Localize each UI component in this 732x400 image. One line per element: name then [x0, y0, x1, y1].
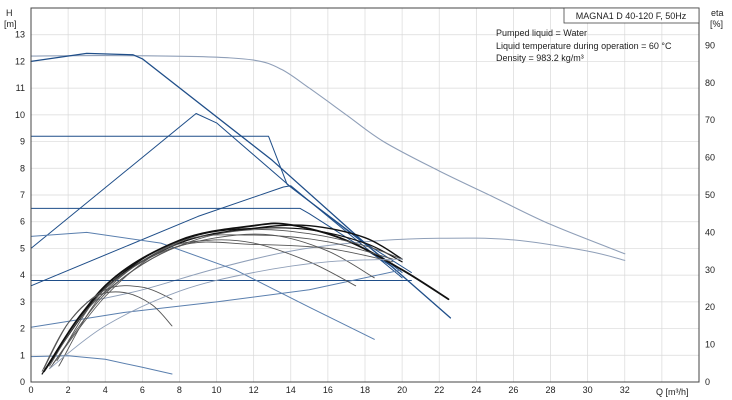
x-tick-label: 24 — [471, 385, 481, 395]
series-line-p1 — [49, 239, 357, 370]
y-right-tick-label: 80 — [705, 78, 715, 88]
x-tick-label: 6 — [140, 385, 145, 395]
y-left-tick-label: 12 — [15, 56, 25, 66]
y-right-tick-label: 90 — [705, 40, 715, 50]
series-line-p1 — [58, 234, 394, 367]
y-left-tick-label: 2 — [20, 324, 25, 334]
y-left-tick-label: 11 — [16, 83, 25, 93]
y-left-label-unit: [m] — [4, 19, 17, 29]
series-line-p1 — [56, 241, 394, 362]
annotation-pumped-liquid: Pumped liquid = Water — [496, 28, 587, 38]
x-tick-label: 28 — [546, 385, 556, 395]
y-right-tick-label: 30 — [705, 265, 715, 275]
y-left-tick-label: 3 — [20, 297, 25, 307]
x-tick-label: 26 — [508, 385, 518, 395]
plot-frame — [30, 7, 700, 383]
x-tick-label: 30 — [583, 385, 593, 395]
series-line-p1-light — [49, 258, 403, 370]
series-line-h-curve — [30, 135, 403, 273]
x-axis-label: Q [m³/h] — [656, 387, 689, 397]
x-tick-label: 12 — [249, 385, 259, 395]
series-line-p1 — [52, 233, 375, 364]
y-right-label-eta: eta — [711, 8, 724, 18]
y-left-label-h: H — [6, 8, 13, 18]
x-tick-label: 22 — [434, 385, 444, 395]
y-right-tick-label: 20 — [705, 302, 715, 312]
x-tick-label: 10 — [212, 385, 222, 395]
x-tick-label: 16 — [323, 385, 333, 395]
series-layer — [30, 52, 626, 375]
series-line-h-curve — [30, 207, 394, 268]
y-right-tick-label: 40 — [705, 227, 715, 237]
series-line-h-curve — [30, 231, 375, 340]
series-line-p1 — [41, 285, 173, 372]
y-left-tick-label: 10 — [15, 110, 25, 120]
series-line-h-curve — [30, 269, 403, 328]
y-left-tick-label: 5 — [20, 243, 25, 253]
x-tick-label: 32 — [620, 385, 630, 395]
y-left-tick-label: 6 — [20, 217, 25, 227]
x-tick-label: 0 — [28, 385, 33, 395]
y-left-tick-label: 13 — [15, 30, 25, 40]
x-tick-label: 18 — [360, 385, 370, 395]
series-line-h-curve — [30, 52, 452, 319]
y-right-label-unit: [%] — [710, 19, 723, 29]
y-right-tick-label: 10 — [705, 340, 715, 350]
y-left-tick-label: 0 — [20, 377, 25, 387]
y-right-tick-label: 60 — [705, 153, 715, 163]
y-left-tick-label: 4 — [20, 270, 25, 280]
x-tick-label: 14 — [286, 385, 296, 395]
x-tick-label: 4 — [103, 385, 108, 395]
y-left-tick-label: 1 — [20, 350, 25, 360]
x-tick-label: 20 — [397, 385, 407, 395]
series-line-h-curve — [30, 185, 403, 287]
title-box — [563, 7, 700, 24]
x-tick-label: 8 — [177, 385, 182, 395]
y-right-tick-label: 0 — [705, 377, 710, 387]
series-line-h-max — [30, 55, 626, 255]
axes — [30, 7, 700, 383]
y-left-tick-label: 7 — [20, 190, 25, 200]
y-right-tick-label: 70 — [705, 115, 715, 125]
y-left-tick-label: 8 — [20, 163, 25, 173]
series-line-p1-heavy — [43, 222, 450, 373]
annotation-density: Density = 983.2 kg/m³ — [496, 53, 584, 63]
y-left-tick-label: 9 — [20, 137, 25, 147]
x-tick-label: 2 — [66, 385, 71, 395]
annotation-liquid-temperature: Liquid temperature during operation = 60… — [496, 41, 672, 51]
chart-title: MAGNA1 D 40-120 F, 50Hz — [576, 11, 687, 21]
ticks: 0 2 4 6 8 10 12 14 16 18 20 22 24 26 28 30 3201234567891… — [15, 30, 715, 395]
series-line-p1 — [49, 229, 403, 367]
grid — [30, 8, 699, 383]
y-right-tick-label: 50 — [705, 190, 715, 200]
series-line-p1-heavy — [41, 227, 403, 375]
series-line-eta-max — [86, 237, 626, 303]
